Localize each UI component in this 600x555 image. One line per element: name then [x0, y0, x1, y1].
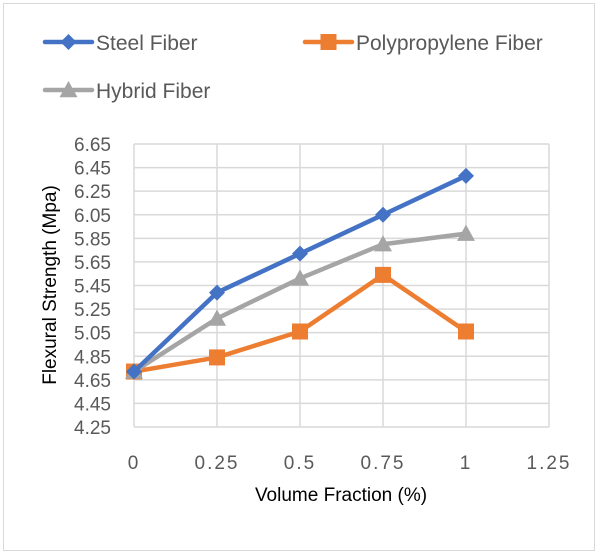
legend-marker — [320, 34, 337, 50]
y-tick-label: 5.65 — [74, 253, 111, 274]
y-tick-label: 5.85 — [74, 229, 111, 250]
hybrid-fiber-point — [291, 269, 309, 286]
steel-fiber-point — [126, 363, 142, 380]
series-steel-fiber — [126, 167, 474, 380]
y-tick-label: 4.25 — [74, 418, 111, 439]
x-tick-label: 1 — [460, 453, 473, 474]
x-tick-label: 0.75 — [361, 453, 406, 474]
steel-fiber-point — [209, 284, 225, 301]
steel-fiber-point — [375, 206, 391, 223]
y-tick-label: 4.65 — [74, 371, 111, 392]
steel-fiber-point — [292, 245, 308, 262]
polypropylene-fiber-point — [458, 323, 474, 340]
series-group — [125, 167, 475, 380]
legend-label: Polypropylene Fiber — [356, 32, 543, 55]
series-hybrid-fiber — [125, 224, 475, 379]
y-tick-label: 6.45 — [74, 159, 111, 180]
y-tick-label: 6.25 — [74, 182, 111, 203]
y-tick-label: 5.25 — [74, 300, 111, 321]
hybrid-fiber-point — [208, 309, 226, 326]
y-tick-label: 4.85 — [74, 347, 111, 368]
legend-item-hybrid-fiber: Hybrid Fiber — [42, 80, 210, 103]
legend-marker — [60, 34, 77, 50]
steel-fiber-point — [458, 167, 474, 184]
hybrid-fiber-point — [457, 224, 475, 241]
hybrid-fiber-point — [374, 235, 392, 252]
y-tick-label: 5.45 — [74, 277, 111, 298]
legend-label: Steel Fiber — [96, 32, 198, 55]
y-tick-label: 4.45 — [74, 394, 111, 415]
x-tick-label: 0.25 — [195, 453, 240, 474]
legend-label: Hybrid Fiber — [96, 80, 210, 103]
y-tick-label: 6.05 — [74, 206, 111, 227]
grid — [133, 143, 550, 428]
x-axis-title: Volume Fraction (%) — [255, 485, 427, 506]
legend-item-steel-fiber: Steel Fiber — [42, 32, 198, 55]
polypropylene-fiber-point — [292, 323, 308, 340]
x-tick-label: 0 — [128, 453, 141, 474]
legend-marker — [59, 81, 78, 98]
legend-item-polypropylene-fiber: Polypropylene Fiber — [302, 32, 543, 55]
x-tick-label: 1.25 — [527, 453, 572, 474]
y-tick-labels: 6.65 6.456.25 6.055.85 5.65 5.455.25 5.054.85… — [74, 135, 111, 439]
y-axis-title: Flexural Strength (Mpa) — [40, 185, 61, 385]
y-tick-label: 6.65 — [74, 135, 111, 156]
chart-frame — [3, 3, 595, 551]
y-tick-label: 5.05 — [74, 324, 111, 345]
polypropylene-fiber-point — [375, 266, 391, 283]
legend: Steel Fiber Polypropylene Fiber Hybrid Fib… — [42, 32, 543, 103]
polypropylene-fiber-point — [209, 349, 225, 366]
x-tick-labels: 0 0.25 0.5 0.75 1 1.25 — [128, 453, 572, 474]
x-tick-label: 0.5 — [284, 453, 316, 474]
